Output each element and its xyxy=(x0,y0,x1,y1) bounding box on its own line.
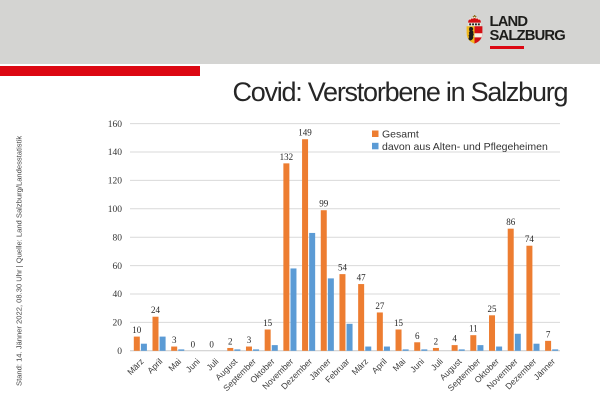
svg-text:2: 2 xyxy=(228,336,233,346)
svg-text:Stand: 14. Jänner 2022, 08.30: Stand: 14. Jänner 2022, 08.30 Uhr | Quel… xyxy=(15,136,24,386)
svg-text:Gesamt: Gesamt xyxy=(382,129,419,141)
svg-text:100: 100 xyxy=(108,205,123,215)
svg-text:Mai: Mai xyxy=(166,356,183,373)
svg-text:99: 99 xyxy=(319,199,329,209)
svg-text:20: 20 xyxy=(113,319,123,329)
svg-text:15: 15 xyxy=(263,318,273,328)
svg-text:Mai: Mai xyxy=(391,356,408,373)
svg-text:27: 27 xyxy=(375,301,385,311)
svg-text:132: 132 xyxy=(280,152,294,162)
svg-text:0: 0 xyxy=(191,339,196,349)
svg-text:April: April xyxy=(370,356,389,375)
svg-text:86: 86 xyxy=(506,217,516,227)
svg-text:4: 4 xyxy=(452,334,457,344)
svg-text:3: 3 xyxy=(172,335,177,345)
svg-text:24: 24 xyxy=(151,305,161,315)
svg-text:140: 140 xyxy=(108,148,123,158)
svg-text:11: 11 xyxy=(469,324,478,334)
svg-text:April: April xyxy=(145,356,164,375)
svg-text:März: März xyxy=(125,356,146,377)
svg-text:0: 0 xyxy=(209,339,214,349)
svg-text:0: 0 xyxy=(117,347,122,357)
svg-text:7: 7 xyxy=(546,329,551,339)
svg-text:10: 10 xyxy=(132,325,142,335)
svg-text:120: 120 xyxy=(108,177,123,187)
svg-text:160: 160 xyxy=(108,120,123,130)
svg-text:54: 54 xyxy=(338,263,348,273)
svg-text:60: 60 xyxy=(113,262,123,272)
svg-text:Jänner: Jänner xyxy=(531,356,557,382)
svg-text:davon aus Alten- und Pflegehei: davon aus Alten- und Pflegeheimen xyxy=(382,141,548,153)
svg-text:6: 6 xyxy=(415,331,420,341)
svg-text:15: 15 xyxy=(394,318,404,328)
svg-text:47: 47 xyxy=(357,273,367,283)
svg-text:74: 74 xyxy=(525,234,535,244)
svg-text:149: 149 xyxy=(298,128,312,138)
svg-text:März: März xyxy=(350,356,371,377)
svg-text:80: 80 xyxy=(113,233,123,243)
svg-text:Juni: Juni xyxy=(184,356,202,374)
svg-text:40: 40 xyxy=(113,290,123,300)
svg-text:Juni: Juni xyxy=(408,356,426,374)
svg-text:3: 3 xyxy=(247,335,252,345)
svg-text:2: 2 xyxy=(434,336,439,346)
svg-text:25: 25 xyxy=(488,304,498,314)
